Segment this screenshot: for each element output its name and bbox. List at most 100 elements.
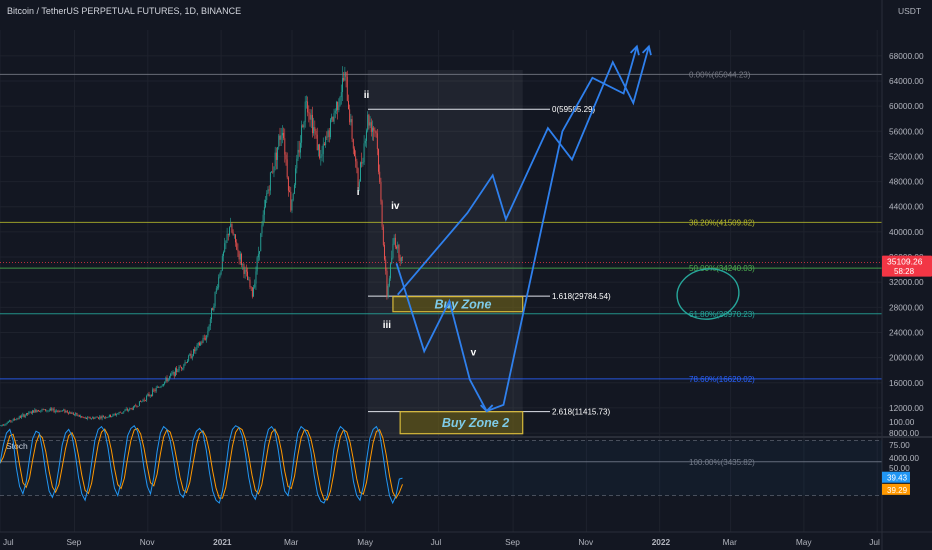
price-tick-label: 44000.00	[889, 202, 924, 212]
hand-drawn-circle	[676, 268, 740, 320]
candle-body	[1, 424, 3, 426]
candle-body	[298, 149, 300, 153]
candle-body	[374, 130, 376, 132]
candle-body	[94, 417, 96, 419]
candle-body	[57, 410, 59, 412]
candle-body	[399, 257, 401, 262]
candle-body	[92, 417, 93, 419]
candle-body	[119, 412, 121, 413]
candle-body	[211, 308, 212, 319]
candle-body	[394, 237, 396, 247]
time-axis[interactable]: Jul Sep Nov 2021 Mar May Jul Sep Nov 2022 Mar May Ju…	[0, 531, 932, 547]
candle-body	[154, 390, 156, 392]
candle-body	[344, 71, 346, 81]
candle-body	[278, 135, 280, 148]
candle-body	[303, 122, 305, 128]
candle-body	[156, 387, 158, 388]
candle-body	[70, 412, 72, 414]
candle-body	[372, 127, 373, 132]
candle-body	[220, 270, 222, 275]
candle-body	[89, 417, 91, 419]
price-tick-label: 28000.00	[889, 302, 924, 312]
candle-body	[212, 308, 214, 311]
candle-body	[111, 416, 113, 417]
price-tick-label: 40000.00	[889, 227, 924, 237]
candle-body	[146, 395, 148, 401]
candle-body	[143, 399, 145, 401]
candle-body	[333, 113, 335, 122]
candle-body	[72, 412, 74, 415]
candle-body	[275, 152, 277, 160]
stoch-d-line	[0, 426, 403, 501]
candle-body	[5, 424, 7, 425]
candle-body	[82, 416, 84, 418]
candle-body	[96, 416, 98, 418]
candle-body	[0, 424, 2, 426]
stoch-tick-label: 50.00	[889, 463, 910, 473]
current-price-badge	[882, 255, 932, 277]
candle-body	[354, 148, 355, 157]
candle-body	[360, 162, 361, 182]
candle-body	[4, 424, 6, 426]
candle-body	[164, 381, 166, 384]
candle-body	[319, 144, 321, 158]
candle-body	[86, 417, 87, 419]
candle-body	[242, 264, 244, 265]
time-tick-label: Nov	[140, 537, 156, 547]
candle-body	[398, 244, 400, 258]
candle-body	[257, 253, 259, 258]
candle-body	[108, 414, 110, 417]
candle-body	[366, 130, 367, 141]
candle-body	[225, 240, 227, 244]
candle-body	[10, 420, 12, 422]
candle-body	[307, 101, 309, 113]
candle-body	[34, 409, 36, 413]
candle-body	[302, 125, 304, 128]
candle-body	[147, 393, 149, 396]
candle-body	[236, 242, 238, 250]
candle-body	[110, 414, 112, 417]
time-tick-label: 2021	[213, 537, 232, 547]
candle-body	[75, 412, 77, 415]
stoch-title: Stoch	[6, 441, 28, 451]
candle-body	[93, 417, 95, 419]
candle-body	[122, 412, 124, 414]
candle-body	[132, 406, 134, 410]
candle-body	[13, 418, 15, 420]
candle-body	[391, 257, 393, 264]
candle-body	[106, 417, 108, 418]
candle-body	[203, 338, 205, 339]
candle-body	[35, 409, 37, 412]
candle-body	[168, 376, 170, 379]
candle-body	[286, 159, 288, 178]
candle-body	[215, 288, 217, 293]
fib-label: 0.00%(65044.23)	[689, 70, 751, 79]
candle-body	[392, 243, 394, 258]
projection-paths	[395, 44, 652, 413]
candle-body	[24, 415, 26, 418]
candle-body	[213, 305, 215, 311]
candle-body	[237, 249, 239, 252]
candle-body	[193, 349, 194, 356]
candle-body	[396, 246, 397, 249]
candle-body	[130, 408, 132, 409]
candle-body	[155, 387, 157, 392]
candle-body	[217, 287, 218, 289]
candle-body	[305, 101, 307, 103]
candle-body	[293, 184, 295, 194]
candle-body	[27, 413, 29, 415]
candle-body	[39, 411, 41, 413]
candle-body	[369, 122, 371, 126]
candles	[0, 66, 403, 427]
arrowhead	[641, 44, 652, 56]
candle-body	[196, 344, 198, 348]
candle-body	[42, 409, 44, 410]
candle-body	[297, 149, 299, 159]
buy-zone-label: Buy Zone 2	[442, 416, 509, 430]
candle-body	[98, 417, 99, 419]
candle-body	[105, 417, 107, 418]
candle-body	[336, 101, 337, 111]
candle-body	[285, 154, 287, 160]
